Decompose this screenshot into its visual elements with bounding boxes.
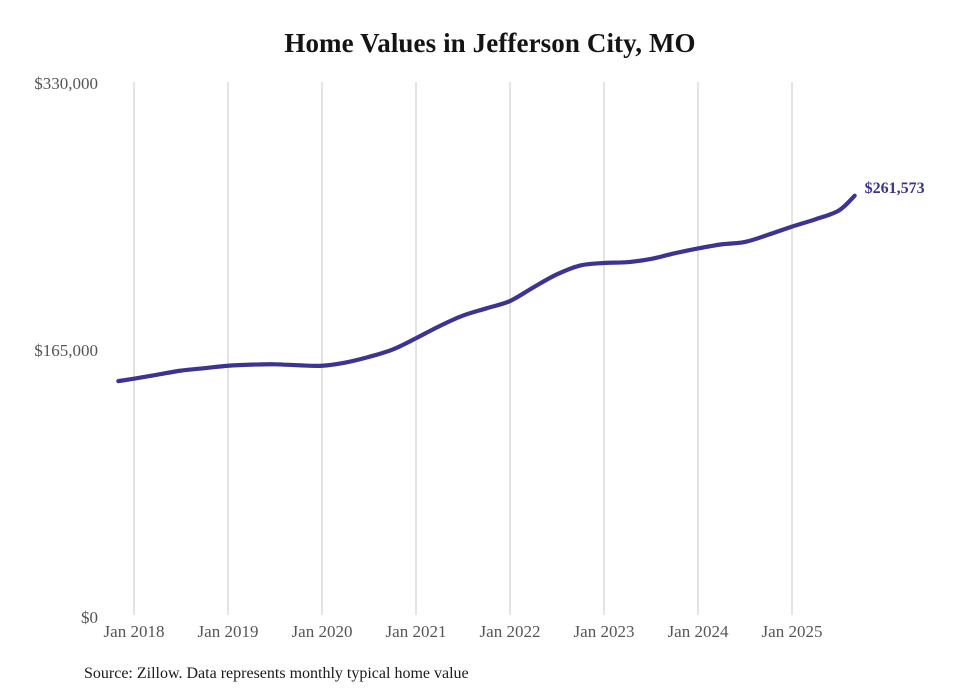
x-tick-label-jan-2023: Jan 2023 [573, 622, 635, 641]
gridline-group [133, 82, 793, 615]
x-tick-label-jan-2020: Jan 2020 [291, 622, 353, 641]
x-tick-label-jan-2019: Jan 2019 [197, 622, 259, 641]
source-note: Source: Zillow. Data represents monthly … [84, 665, 469, 682]
x-tick-label-jan-2024: Jan 2024 [667, 622, 729, 641]
y-tick-label-330000: $330,000 [34, 74, 98, 93]
x-tick-label-jan-2022: Jan 2022 [479, 622, 541, 641]
x-tick-label-jan-2025: Jan 2025 [761, 622, 823, 641]
chart-title: Home Values in Jefferson City, MO [284, 28, 696, 58]
x-tick-label-jan-2018: Jan 2018 [103, 622, 165, 641]
y-tick-label-165000: $165,000 [34, 341, 98, 360]
series-line-typical-home-value [116, 193, 857, 384]
end-value-annotation: $261,573 [864, 179, 925, 197]
y-tick-label-0: $0 [81, 608, 98, 627]
x-tick-label-jan-2021: Jan 2021 [385, 622, 447, 641]
